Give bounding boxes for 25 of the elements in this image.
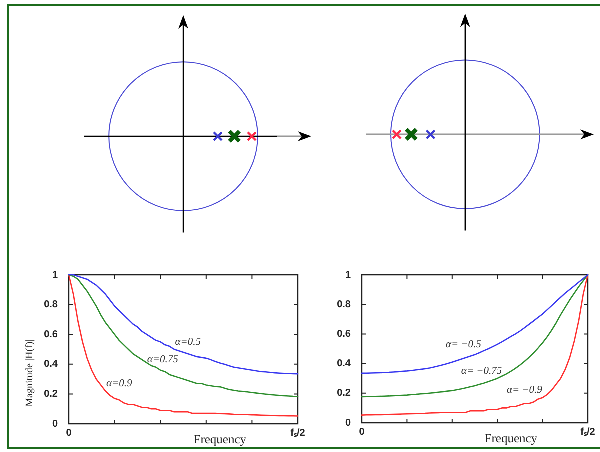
- annotation: α= −0.9: [507, 385, 544, 396]
- x-tick-label: fₛ/2: [580, 426, 596, 438]
- y-tick-label: 1: [52, 270, 58, 281]
- y-tick-label: 1: [345, 270, 352, 281]
- x-axis-title: Frequency: [194, 432, 248, 446]
- x-tick-label: 0: [66, 428, 72, 439]
- annotation: α=0.9: [106, 378, 133, 390]
- annotation: α= −0.75: [461, 366, 502, 377]
- y-tick-label: 0.2: [44, 388, 58, 400]
- y-tick-label: 0.8: [337, 299, 352, 310]
- y-tick-label: 0.2: [337, 388, 352, 400]
- y-tick-label: 0.4: [337, 358, 352, 370]
- y-tick-label: 0.8: [44, 300, 58, 311]
- x-axis-title: Frequency: [484, 431, 538, 446]
- y-tick-label: 0.4: [44, 359, 58, 370]
- x-tick-label: fₛ/2: [290, 428, 306, 439]
- y-tick-label: 0.6: [337, 328, 352, 340]
- annotation: α=0.75: [147, 354, 178, 366]
- annotation: α=0.5: [175, 336, 201, 348]
- y-tick-label: 0.6: [44, 329, 58, 340]
- y-axis-title: Magnitude |H(f)|: [24, 340, 36, 407]
- y-tick-label: 0: [345, 418, 352, 429]
- x-tick-label: 0: [359, 426, 366, 438]
- annotation: α= −0.5: [446, 339, 482, 350]
- y-tick-label: 0: [52, 418, 58, 430]
